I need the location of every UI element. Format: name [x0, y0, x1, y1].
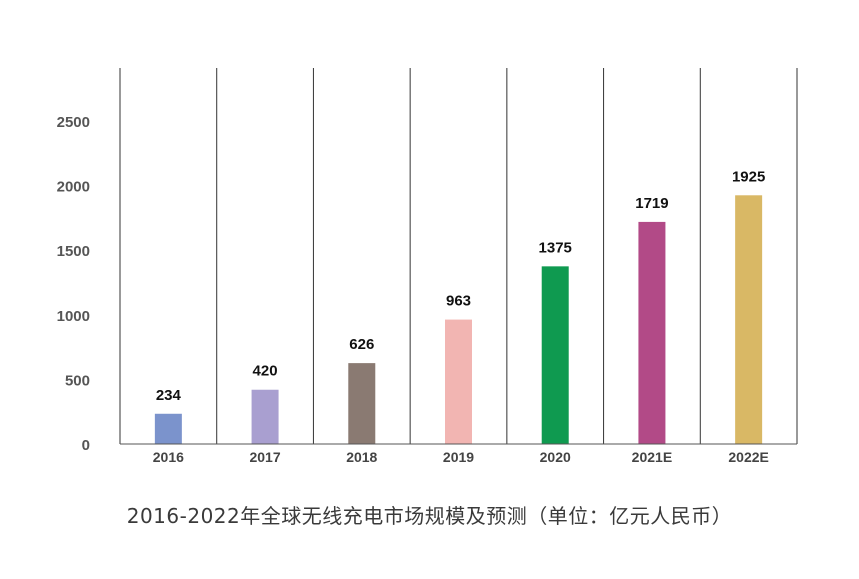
bar-2018	[348, 363, 376, 444]
bars	[154, 195, 763, 444]
bar-2016	[154, 413, 182, 444]
chart-title: 2016-2022年全球无线充电市场规模及预测（单位：亿元人民币）	[126, 504, 733, 528]
y-axis-tick-labels: 0 500 1000 1500 2000 2500	[57, 114, 90, 454]
x-tick-label: 2018	[346, 449, 377, 465]
category-separators	[119, 68, 798, 444]
y-tick-label: 2500	[57, 114, 90, 131]
bar-2021E	[638, 221, 666, 444]
y-tick-label: 2000	[57, 179, 90, 196]
x-tick-label: 2019	[443, 449, 474, 465]
x-tick-label: 2016	[153, 449, 184, 465]
y-tick-label: 1500	[57, 243, 90, 260]
x-axis-tick-labels: 2016 2017 2018 2019 2020 2021E 2022E	[153, 449, 769, 465]
x-tick-label: 2022E	[728, 449, 768, 465]
y-tick-label: 500	[65, 372, 90, 389]
bar-2019	[445, 319, 472, 444]
data-label: 234	[156, 387, 182, 404]
x-tick-label: 2017	[249, 449, 280, 465]
data-label: 1375	[539, 239, 572, 256]
x-tick-label: 2020	[540, 449, 571, 465]
data-label: 1719	[635, 195, 668, 212]
data-label: 963	[446, 293, 471, 310]
x-tick-label: 2021E	[632, 449, 672, 465]
bar-2022E	[735, 195, 763, 444]
bar-2020	[541, 266, 569, 444]
bar-2017	[251, 389, 279, 444]
data-labels: 234 420 626 963 1375 1719 1925	[156, 168, 765, 403]
data-label: 626	[349, 336, 374, 353]
y-tick-label: 0	[82, 437, 90, 454]
data-label: 420	[253, 363, 278, 380]
data-label: 1925	[732, 168, 765, 185]
y-tick-label: 1000	[57, 308, 90, 325]
